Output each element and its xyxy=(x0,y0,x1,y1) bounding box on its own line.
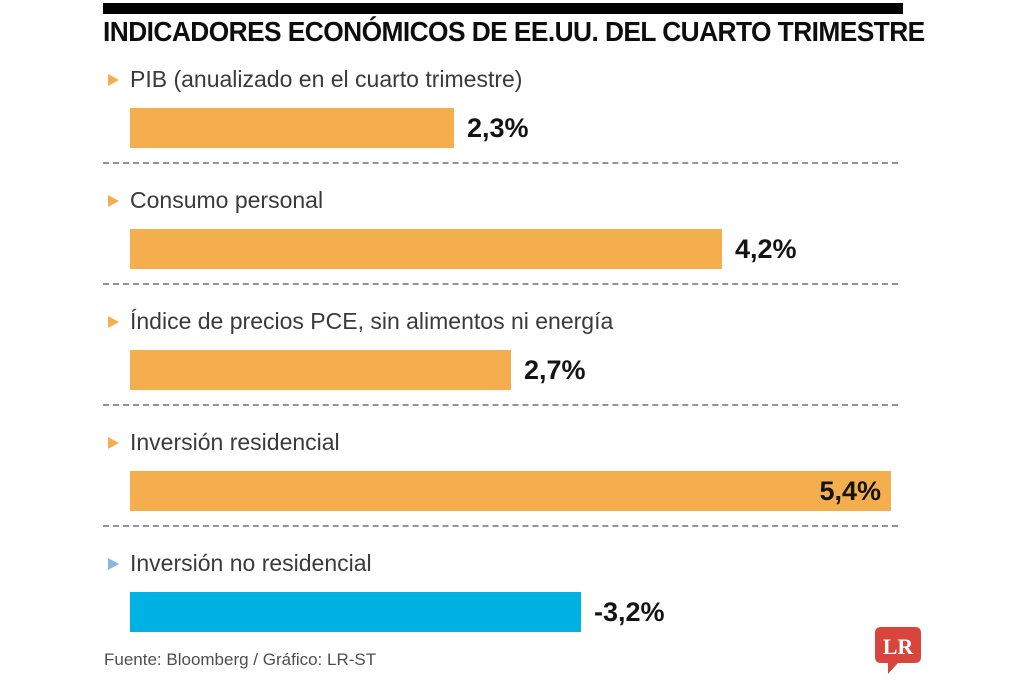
bar-wrap: 5,4% xyxy=(130,471,891,511)
source-credit: Fuente: Bloomberg / Gráfico: LR-ST xyxy=(104,650,377,669)
triangle-bullet-icon xyxy=(108,194,119,207)
bar-wrap: 2,3% xyxy=(130,108,529,148)
chart-row: Inversión residencial 5,4% xyxy=(103,425,903,546)
chart-title: INDICADORES ECONÓMICOS DE EE.UU. DEL CUA… xyxy=(103,16,925,47)
chart-rows: PIB (anualizado en el cuarto trimestre) … xyxy=(103,62,903,667)
triangle-bullet-icon xyxy=(108,436,119,449)
bar-wrap: 2,7% xyxy=(130,350,586,390)
dashed-separator xyxy=(103,404,898,406)
bar xyxy=(130,592,581,632)
bar-value: 4,2% xyxy=(735,233,797,264)
chart-row: Inversión no residencial -3,2% xyxy=(103,546,903,667)
bar-label-line: Inversión no residencial xyxy=(103,550,372,577)
dashed-separator xyxy=(103,283,898,285)
dashed-separator xyxy=(103,162,898,164)
bar-label: Índice de precios PCE, sin alimentos ni … xyxy=(130,308,614,334)
title-top-rule xyxy=(103,3,903,14)
bar-label-line: Inversión residencial xyxy=(103,429,340,456)
dashed-separator xyxy=(103,525,898,527)
bar-label: PIB (anualizado en el cuarto trimestre) xyxy=(130,66,523,92)
bar-wrap: 4,2% xyxy=(130,229,797,269)
bar: 5,4% xyxy=(130,471,891,511)
bar-label: Inversión residencial xyxy=(130,429,340,455)
bar-label-line: Índice de precios PCE, sin alimentos ni … xyxy=(103,308,613,335)
bar-label: Consumo personal xyxy=(130,187,324,213)
bar xyxy=(130,108,454,148)
chart-row: Índice de precios PCE, sin alimentos ni … xyxy=(103,304,903,425)
chart-row: PIB (anualizado en el cuarto trimestre) … xyxy=(103,62,903,183)
bar-label: Inversión no residencial xyxy=(130,550,372,576)
triangle-bullet-icon xyxy=(108,557,119,570)
bar-value: 2,3% xyxy=(467,112,529,143)
bar xyxy=(130,350,511,390)
bar-label-line: PIB (anualizado en el cuarto trimestre) xyxy=(103,66,522,93)
triangle-bullet-icon xyxy=(108,315,119,328)
triangle-bullet-icon xyxy=(108,73,119,86)
lr-logo: LR xyxy=(871,625,923,675)
bar-value: 2,7% xyxy=(524,354,586,385)
bar-label-line: Consumo personal xyxy=(103,187,323,214)
chart-row: Consumo personal 4,2% xyxy=(103,183,903,304)
bar-wrap: -3,2% xyxy=(130,592,665,632)
bar-value: 5,4% xyxy=(819,475,881,506)
bar-value: -3,2% xyxy=(594,596,665,627)
svg-text:LR: LR xyxy=(883,634,915,659)
lr-logo-icon: LR xyxy=(875,627,921,674)
bar xyxy=(130,229,722,269)
